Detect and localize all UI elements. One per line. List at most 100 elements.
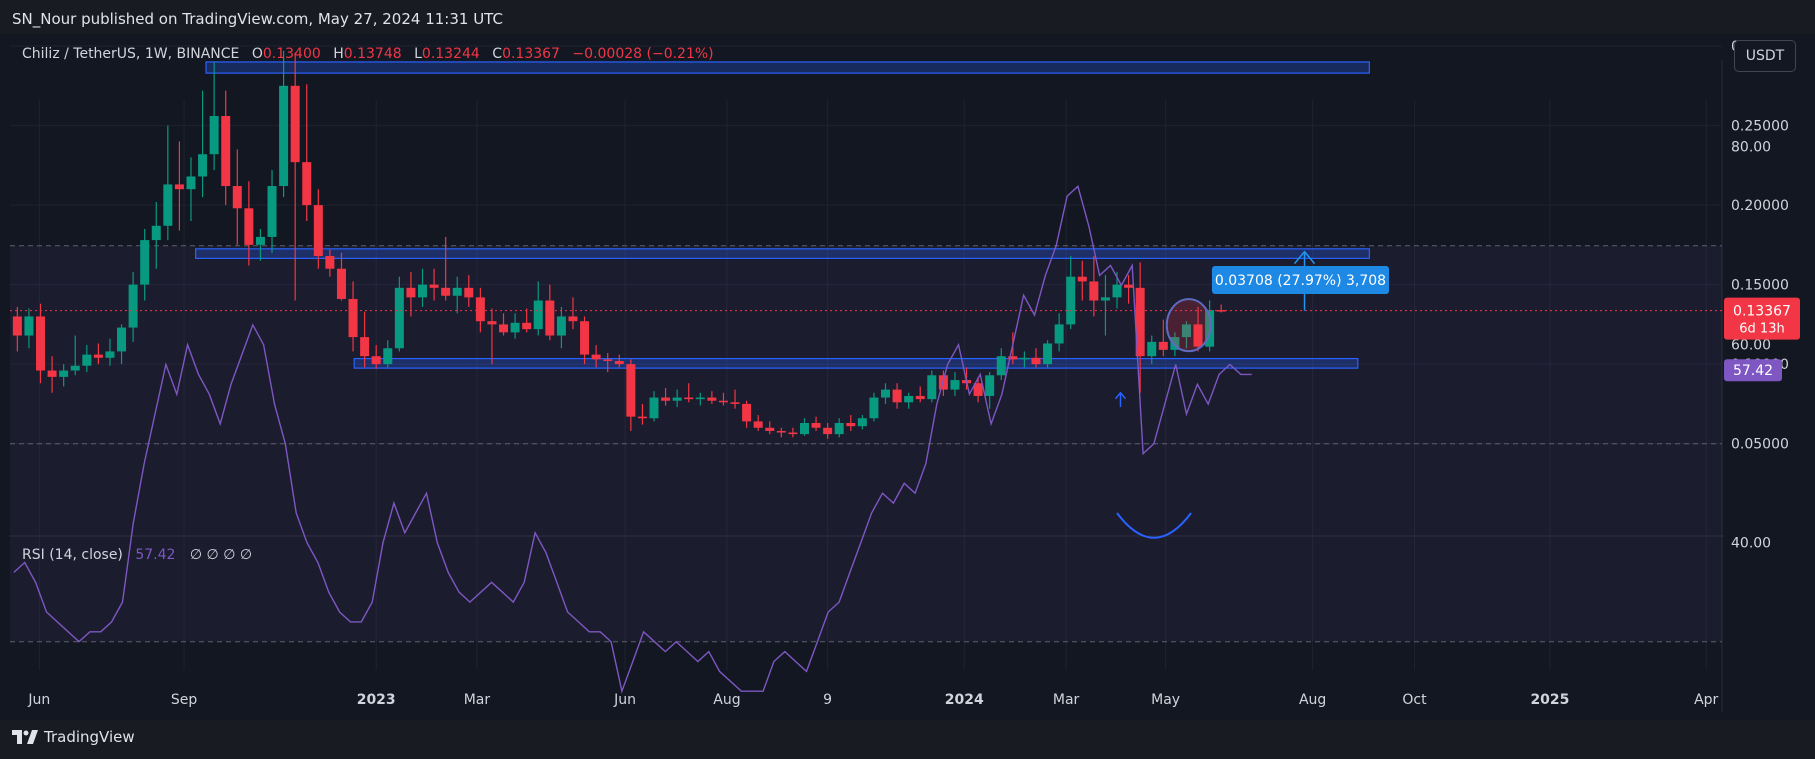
time-tick-label: Sep bbox=[171, 692, 198, 708]
candle-body bbox=[996, 356, 1006, 376]
candle-body bbox=[313, 205, 323, 256]
measure-label-text: 0.03708 (27.97%) 3,708 bbox=[1215, 273, 1386, 289]
candle-body bbox=[267, 186, 277, 237]
tradingview-logo[interactable]: TradingView bbox=[12, 728, 135, 746]
candle-body bbox=[788, 432, 798, 435]
candle-body bbox=[753, 421, 763, 428]
bounce-arrow-head bbox=[1114, 391, 1127, 400]
candle-body bbox=[394, 287, 404, 349]
rsi-placeholders: ∅ ∅ ∅ ∅ bbox=[189, 547, 253, 563]
candle-body bbox=[1147, 341, 1157, 357]
price-tick-label: 0.05000 bbox=[1731, 437, 1789, 453]
rsi-tick-label: 60.00 bbox=[1731, 338, 1771, 354]
open-label: O bbox=[251, 46, 263, 62]
candle-body bbox=[556, 316, 566, 336]
candle-body bbox=[47, 370, 57, 377]
rsi-legend: RSI (14, close) 57.42 ∅ ∅ ∅ ∅ bbox=[22, 547, 252, 563]
candle-body bbox=[927, 375, 937, 400]
candle-body bbox=[336, 268, 346, 299]
candle-body bbox=[209, 116, 219, 155]
candle-body bbox=[695, 397, 705, 400]
zone-resistance-top bbox=[205, 61, 1370, 74]
candle-body bbox=[649, 397, 659, 419]
candle-body bbox=[151, 225, 161, 241]
chart-frame bbox=[0, 34, 1815, 720]
candle-body bbox=[637, 416, 647, 419]
candle-body bbox=[591, 354, 601, 360]
time-tick-label: 2024 bbox=[945, 692, 984, 708]
currency-button[interactable]: USDT bbox=[1734, 40, 1796, 72]
rsi-label[interactable]: RSI (14, close) bbox=[22, 547, 123, 563]
candle-body bbox=[279, 85, 289, 187]
candle-body bbox=[857, 418, 867, 427]
candle-body bbox=[661, 397, 671, 401]
candle-body bbox=[1158, 341, 1168, 350]
candle-body bbox=[1031, 357, 1041, 365]
candle-body bbox=[1066, 276, 1076, 325]
candle-body bbox=[904, 395, 914, 403]
candle-body bbox=[163, 184, 173, 226]
candle-body bbox=[742, 403, 752, 422]
candle-body bbox=[765, 427, 775, 431]
high-value: 0.13748 bbox=[343, 46, 402, 62]
time-tick-label: Aug bbox=[1299, 692, 1326, 708]
candle-body bbox=[302, 162, 312, 206]
rsi-tick-label: 80.00 bbox=[1731, 140, 1771, 156]
candle-body bbox=[452, 287, 462, 296]
rsi-curve-annotation bbox=[1116, 512, 1192, 539]
candle-body bbox=[417, 284, 427, 298]
symbol-title[interactable]: Chiliz / TetherUS, 1W, BINANCE bbox=[22, 46, 240, 62]
candle-body bbox=[799, 422, 809, 435]
measure-arrow-head bbox=[1293, 250, 1316, 265]
candle-body bbox=[383, 348, 393, 365]
candle-body bbox=[1124, 284, 1134, 288]
candle-body bbox=[869, 397, 879, 419]
zone-support bbox=[353, 357, 1359, 369]
candle-body bbox=[429, 284, 439, 288]
last-price-badge bbox=[1724, 297, 1800, 340]
candle-body bbox=[174, 184, 184, 190]
candle-body bbox=[36, 316, 46, 371]
candle-body bbox=[603, 359, 613, 361]
candle-body bbox=[776, 430, 786, 433]
candle-body bbox=[1077, 276, 1087, 282]
candle-body bbox=[718, 400, 728, 403]
candle-body bbox=[1008, 356, 1018, 360]
rsi-value-badge-text: 57.42 bbox=[1733, 363, 1773, 379]
tradingview-brand: TradingView bbox=[44, 728, 135, 746]
candle-body bbox=[441, 287, 451, 296]
candle-body bbox=[1170, 337, 1180, 350]
candle-body bbox=[950, 380, 960, 390]
published-header: SN_Nour published on TradingView.com, Ma… bbox=[12, 10, 503, 28]
time-tick-label: Apr bbox=[1694, 692, 1718, 708]
candle-body bbox=[244, 208, 254, 245]
candle-body bbox=[672, 397, 682, 401]
candle-body bbox=[730, 402, 740, 404]
last-price-value: 0.13367 bbox=[1733, 304, 1791, 320]
time-tick-label: 2023 bbox=[357, 692, 396, 708]
candle-body bbox=[255, 236, 265, 245]
candle-body bbox=[1043, 343, 1053, 365]
highlight-circle bbox=[1165, 298, 1212, 353]
close-value: 0.13367 bbox=[502, 46, 560, 62]
time-tick-label: Mar bbox=[1053, 692, 1080, 708]
candle-body bbox=[499, 324, 509, 333]
low-value: 0.13244 bbox=[421, 46, 480, 62]
candle-body bbox=[406, 287, 416, 298]
candle-body bbox=[834, 422, 844, 435]
candle-body bbox=[348, 298, 358, 338]
candle-body bbox=[985, 375, 995, 396]
candle-body bbox=[93, 354, 103, 358]
price-tick-label: 0.20000 bbox=[1731, 198, 1789, 214]
time-tick-label: Oct bbox=[1402, 692, 1427, 708]
candle-body bbox=[232, 186, 242, 209]
high-label: H bbox=[333, 46, 344, 62]
candle-body bbox=[70, 365, 80, 371]
candle-body bbox=[533, 300, 543, 330]
candle-body bbox=[1205, 310, 1215, 347]
measure-label-box bbox=[1211, 266, 1390, 294]
candle-body bbox=[1181, 324, 1191, 338]
candle-body bbox=[290, 85, 300, 163]
candle-body bbox=[371, 356, 381, 365]
